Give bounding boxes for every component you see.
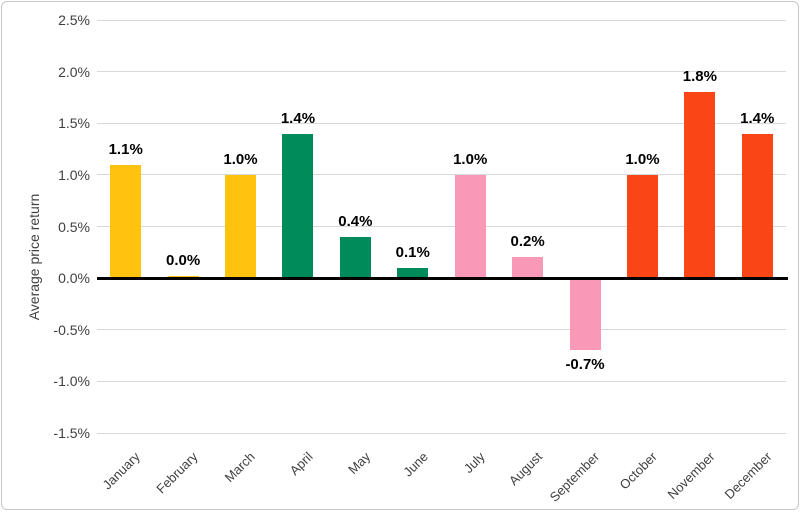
y-tick-label: 2.5% — [58, 12, 90, 28]
bar-december — [741, 133, 773, 279]
bar-march — [225, 174, 257, 279]
gridline — [97, 71, 786, 73]
x-tick-label-april: April — [286, 449, 316, 479]
y-tick-label: 0.0% — [58, 270, 90, 287]
x-tick-label-june: June — [399, 449, 431, 480]
x-tick-label-march: March — [222, 449, 259, 486]
data-label-july: 1.0% — [453, 150, 488, 168]
data-label-december: 1.4% — [740, 109, 775, 127]
x-tick-label-january: January — [100, 449, 144, 493]
y-tick-label: -1.0% — [53, 373, 90, 390]
data-label-february: 0.0% — [166, 252, 201, 270]
bar-june — [397, 267, 429, 279]
y-tick-label: 1.0% — [58, 166, 90, 183]
data-label-october: 1.0% — [625, 150, 660, 168]
bar-october — [626, 174, 658, 279]
y-tick-label: -0.5% — [53, 321, 90, 338]
x-tick-label-august: August — [505, 449, 546, 489]
gridline — [97, 174, 786, 176]
bar-august — [512, 257, 544, 279]
gridline — [97, 122, 786, 124]
x-tick-label-february: February — [153, 449, 201, 497]
data-label-august: 0.2% — [510, 233, 545, 251]
y-tick-label: 2.0% — [58, 63, 90, 80]
bar-january — [110, 164, 142, 279]
data-label-march: 1.0% — [223, 150, 258, 168]
gridline — [97, 432, 786, 434]
y-tick-label: 0.5% — [58, 218, 90, 235]
data-label-may: 0.4% — [338, 212, 373, 230]
gridline — [97, 380, 786, 382]
gridline — [97, 226, 786, 227]
data-label-january: 1.1% — [108, 140, 143, 158]
bar-april — [282, 133, 314, 279]
gridline — [97, 19, 786, 21]
bar-september — [569, 278, 601, 351]
y-tick-label: -1.5% — [53, 425, 90, 441]
bar-november — [684, 92, 716, 279]
data-label-june: 0.1% — [395, 243, 430, 261]
x-tick-label-december: December — [721, 449, 775, 503]
data-label-april: 1.4% — [280, 109, 316, 127]
x-tick-label-november: November — [664, 449, 718, 503]
bar-july — [454, 174, 486, 279]
data-label-november: 1.8% — [682, 68, 717, 86]
y-tick-label: 1.5% — [58, 115, 90, 132]
x-tick-label-october: October — [616, 449, 661, 493]
data-label-september: -0.7% — [565, 356, 605, 374]
x-axis-line — [97, 276, 788, 280]
x-tick-label-september: September — [547, 449, 603, 505]
x-tick-label-may: May — [345, 449, 373, 477]
x-tick-label-july: July — [460, 449, 488, 476]
gridline — [97, 329, 786, 331]
bar-may — [339, 236, 371, 279]
